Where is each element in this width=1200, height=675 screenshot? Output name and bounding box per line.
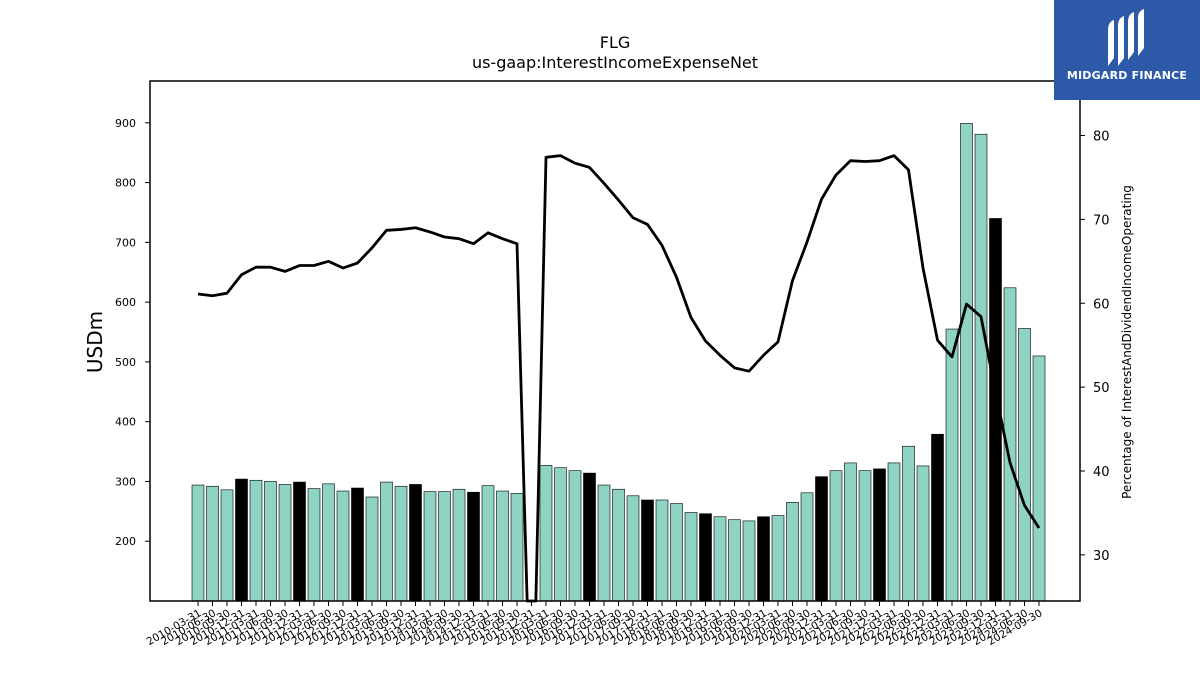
brand-logo-text: MIDGARD FINANCE [1066,69,1188,82]
bar [829,470,843,602]
bar [612,488,625,602]
y-axis-label: USDm [83,311,107,373]
y2-tick-label: 70 [1093,213,1110,228]
chart-title: FLG [600,33,631,52]
y-axis-left: 200 300 400 500 600 700 800 900 [115,117,150,548]
bar [351,487,364,602]
y-tick-label: 300 [115,475,136,488]
bar [235,478,248,602]
bar [815,476,828,602]
bar [626,495,640,602]
bar [191,484,205,602]
bar [902,445,915,602]
bar [206,485,219,602]
bar [293,481,306,602]
bar [728,519,741,602]
y-tick-label: 800 [115,177,136,190]
bar [655,499,669,602]
bar [786,502,799,602]
plot-frame [149,80,1081,602]
bar [960,123,973,602]
bar [438,491,451,602]
percentage-line-series [197,154,1041,603]
bar [641,499,654,602]
bar [452,488,466,602]
bar [336,490,350,602]
bar [380,481,393,602]
x-axis: 2010-03-312010-06-302010-09-302010-12-31… [145,601,1045,648]
line-path [197,154,1041,603]
y-tick-label: 500 [115,356,136,369]
bar [945,328,959,602]
bar [1032,355,1046,602]
bar [916,465,930,602]
bar [974,133,988,602]
bar [307,488,321,602]
brand-logo: MIDGARD FINANCE [1054,0,1200,100]
y-tick-label: 900 [115,117,136,130]
bar [394,485,408,602]
bar [220,489,234,602]
y-tick-label: 700 [115,236,136,249]
bar [742,520,756,602]
bar [496,490,509,602]
bar [684,512,698,602]
bar [568,470,582,602]
y-tick-label: 400 [115,416,136,429]
bar [322,483,335,602]
bar [278,484,292,602]
y-tick-label: 200 [115,535,136,548]
bar [800,492,814,602]
bar [670,503,683,602]
bar [554,467,567,602]
bar [597,484,611,602]
bar-series [191,123,1046,602]
bar [583,472,596,602]
bar [931,433,944,602]
chart-subtitle: us-gaap:InterestIncomeExpenseNet [472,53,758,72]
bar [539,465,553,602]
y2-tick-label: 50 [1093,381,1110,396]
y-axis-right: 30 40 50 60 70 80 [1080,130,1110,564]
bar [844,462,857,602]
bar [423,491,437,602]
bar [249,479,263,602]
bar [713,516,727,602]
bar [858,470,872,602]
bar [699,513,712,602]
bar [873,468,886,602]
y2-axis-label: Percentage of InterestAndDividendIncomeO… [1120,185,1134,499]
bar [771,515,785,602]
bar [1018,328,1031,602]
y2-tick-label: 30 [1093,549,1110,564]
midgard-logo-icon [1108,9,1144,66]
y2-tick-label: 60 [1093,297,1110,312]
bar [887,462,901,602]
bar [467,491,480,602]
bar [409,484,422,602]
bar [365,496,379,602]
bar [510,493,524,602]
y2-tick-label: 40 [1093,465,1110,480]
bar [481,485,495,602]
y2-tick-label: 80 [1093,130,1110,145]
bar [757,516,770,602]
y-tick-label: 600 [115,296,136,309]
bar [264,481,277,602]
